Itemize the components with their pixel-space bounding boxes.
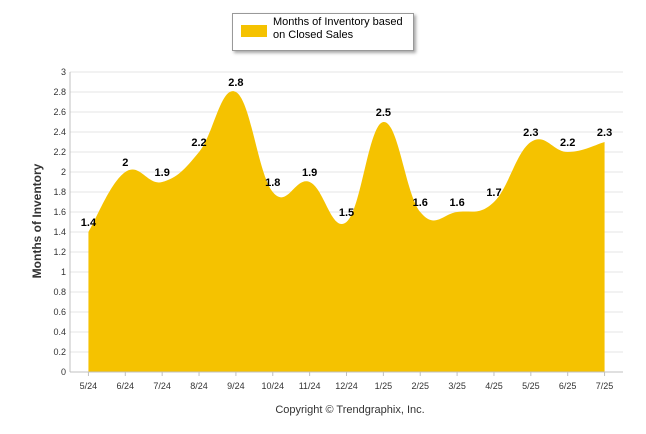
y-tick-label: 3 — [61, 67, 66, 77]
y-tick-label: 1.2 — [53, 247, 66, 257]
x-axis-tick-labels: 5/24 6/24 7/24 8/24 9/24 10/24 11/24 12/24 1/25 2… — [80, 381, 614, 391]
x-tick-label: 2/25 — [411, 381, 429, 391]
data-label: 2.5 — [376, 107, 391, 119]
data-label: 2.8 — [228, 77, 243, 89]
legend-swatch — [241, 25, 267, 37]
x-tick-label: 12/24 — [335, 381, 358, 391]
x-tick-label: 4/25 — [485, 381, 503, 391]
data-label: 1.7 — [486, 187, 501, 199]
x-tick-label: 5/24 — [80, 381, 98, 391]
data-label: 1.9 — [302, 167, 317, 179]
area-series-months-of-inventory — [88, 91, 605, 372]
x-tick-label: 5/25 — [522, 381, 540, 391]
y-tick-label: 0.8 — [53, 287, 66, 297]
y-tick-label: 2.4 — [53, 127, 66, 137]
copyright-text: Copyright © Trendgraphix, Inc. — [275, 404, 424, 416]
data-label: 2.3 — [597, 127, 612, 139]
x-tick-label: 9/24 — [227, 381, 245, 391]
y-axis-tick-labels: 0 0.2 0.4 0.6 0.8 1 1.2 1.4 1.6 1.8 2 2.2 2.4 2.6 2.8 3 — [53, 67, 66, 377]
x-tick-label: 10/24 — [262, 381, 285, 391]
x-tick-label: 7/25 — [596, 381, 614, 391]
data-label: 2.2 — [191, 137, 206, 149]
y-tick-label: 0.2 — [53, 347, 66, 357]
y-tick-label: 0 — [61, 367, 66, 377]
y-tick-label: 2.6 — [53, 107, 66, 117]
data-label: 2.3 — [523, 127, 538, 139]
data-label: 1.5 — [339, 207, 354, 219]
y-axis-title: Months of Inventory — [30, 163, 44, 278]
x-tick-label: 7/24 — [153, 381, 171, 391]
data-label: 2.2 — [560, 137, 575, 149]
x-tick-label: 11/24 — [299, 381, 321, 391]
axes — [69, 72, 623, 376]
y-tick-label: 0.6 — [53, 307, 66, 317]
y-tick-label: 1.6 — [53, 207, 66, 217]
y-tick-label: 1.8 — [53, 187, 66, 197]
data-label: 1.6 — [413, 197, 428, 209]
legend-label: Months of Inventory based on Closed Sale… — [273, 16, 403, 41]
y-tick-label: 2 — [61, 167, 66, 177]
x-tick-label: 8/24 — [190, 381, 208, 391]
y-tick-label: 1.4 — [53, 227, 66, 237]
legend: Months of Inventory based on Closed Sale… — [232, 13, 414, 51]
data-label: 1.9 — [155, 167, 170, 179]
x-tick-label: 6/24 — [117, 381, 135, 391]
y-tick-label: 0.4 — [53, 327, 66, 337]
x-tick-label: 3/25 — [448, 381, 466, 391]
y-tick-label: 2.8 — [53, 87, 66, 97]
y-tick-label: 1 — [61, 267, 66, 277]
data-label: 1.6 — [449, 197, 464, 209]
data-label: 1.4 — [81, 217, 97, 229]
data-label: 2 — [122, 157, 128, 169]
data-labels: 1.4 2 1.9 2.2 2.8 1.8 1.9 1.5 2.5 1.6 1.6 1.7 2.3 2.2… — [81, 77, 612, 229]
x-tick-label: 6/25 — [559, 381, 577, 391]
data-label: 1.8 — [265, 177, 280, 189]
y-tick-label: 2.2 — [53, 147, 66, 157]
x-tick-label: 1/25 — [375, 381, 393, 391]
